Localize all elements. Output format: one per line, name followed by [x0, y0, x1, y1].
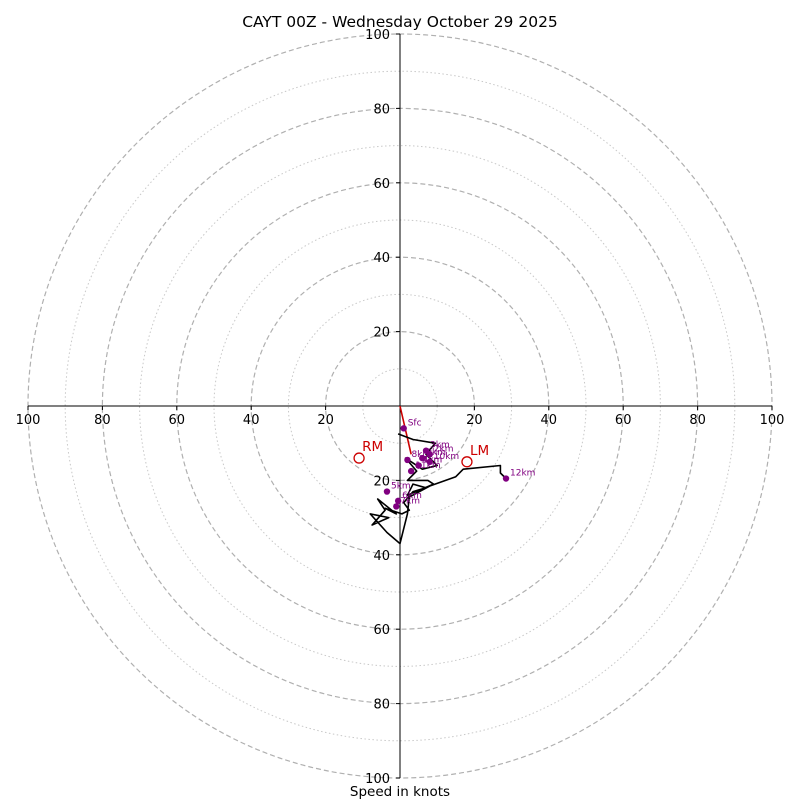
- x-tick-label: 100: [760, 413, 785, 428]
- height-marker-label: Sfc: [408, 418, 422, 428]
- y-tick-label: 100: [365, 28, 390, 43]
- y-tick-label: 60: [373, 623, 390, 638]
- height-marker-7km: [393, 503, 400, 510]
- chart-title: CAYT 00Z - Wednesday October 29 2025: [242, 13, 558, 31]
- hodograph-trace-line: [369, 433, 507, 545]
- height-marker-label: 11km: [415, 461, 440, 471]
- storm-motion-lm-label: LM: [470, 443, 489, 459]
- height-marker-9km: [419, 454, 426, 462]
- y-tick-label: 100: [365, 772, 390, 787]
- height-marker-label: 9km: [426, 448, 446, 458]
- height-marker-label: 8km: [411, 450, 431, 460]
- height-marker-label: 2km: [434, 444, 454, 454]
- height-marker-label: 3km: [430, 441, 450, 451]
- height-marker-4km: [415, 462, 422, 469]
- height-marker-6km: [394, 497, 402, 505]
- x-axis-label: Speed in knots: [350, 784, 450, 800]
- x-tick-label: 80: [689, 413, 706, 428]
- x-tick-label: 60: [615, 413, 632, 428]
- x-tick-label: 20: [317, 413, 334, 428]
- tick-labels: 100 80 60 40 20 20 40 60 80 100 100 80 60 40 20 20 40 60 8…: [16, 28, 785, 787]
- x-tick-label: 80: [94, 413, 111, 428]
- storm-motion: RM LM: [353, 439, 489, 468]
- x-tick-label: 40: [541, 413, 558, 428]
- height-marker-label: 6km: [402, 491, 422, 501]
- height-marker-label: 10km: [434, 452, 459, 462]
- x-tick-label: 20: [466, 413, 483, 428]
- storm-motion-lm-marker: [461, 456, 473, 468]
- y-tick-label: 20: [373, 474, 390, 489]
- y-tick-label: 60: [373, 177, 390, 192]
- height-marker-label: 12km: [510, 469, 535, 479]
- height-marker-5km: [383, 488, 391, 495]
- x-tick-label: 60: [169, 413, 186, 428]
- x-tick-label: 40: [243, 413, 260, 428]
- x-tick-label: 100: [16, 413, 41, 428]
- y-tick-label: 80: [373, 102, 390, 117]
- height-marker-12km: [502, 475, 510, 482]
- y-tick-label: 40: [373, 251, 390, 266]
- storm-motion-rm-label: RM: [362, 439, 383, 455]
- wind-trace: [369, 405, 507, 545]
- y-tick-label: 80: [373, 698, 390, 713]
- height-marker-8km: [404, 456, 411, 464]
- height-marker-label: 7km: [400, 496, 420, 506]
- y-tick-label: 20: [373, 326, 390, 341]
- height-markers: Sfc1km2km3km4km5km6km7km8km9km10km11km12…: [383, 418, 535, 510]
- height-marker-3km: [422, 447, 430, 454]
- height-marker-11km: [407, 467, 415, 475]
- y-tick-label: 40: [373, 549, 390, 564]
- height-marker-sfc: [400, 425, 407, 432]
- storm-motion-rm-marker: [353, 452, 365, 464]
- height-marker-label: 5km: [391, 482, 411, 492]
- height-marker-10km: [426, 458, 433, 465]
